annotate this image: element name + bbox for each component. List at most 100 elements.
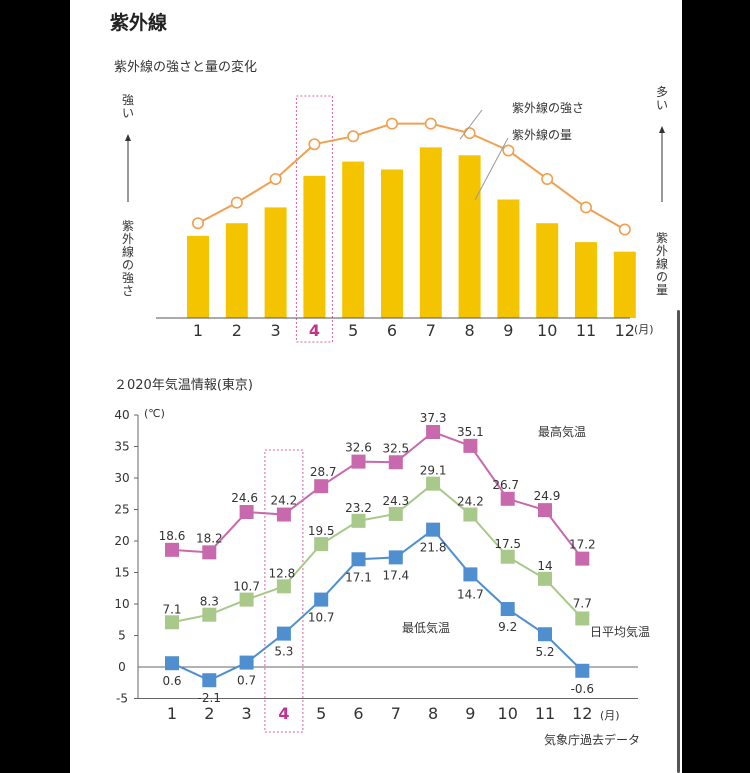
temp-y-tick: 10 — [114, 597, 129, 611]
temp-data-label: 10.7 — [308, 611, 335, 625]
temp-x-tick: 9 — [465, 704, 475, 723]
legend-uv-intensity: 紫外線の強さ — [512, 100, 584, 115]
uv-bar — [264, 207, 287, 318]
temp-data-label: 24.3 — [382, 494, 409, 508]
temp-point — [500, 491, 515, 506]
uv-intensity-point — [463, 127, 476, 140]
uv-intensity-point — [502, 144, 515, 157]
uv-x-tick: 6 — [387, 321, 397, 340]
temp-point — [426, 425, 441, 440]
temp-data-label: 17.1 — [345, 570, 372, 584]
temp-y-tick: 0 — [118, 660, 126, 674]
uv-x-tick: 2 — [232, 321, 242, 340]
temp-point — [538, 503, 552, 518]
uv-chart: 紫外線の強さと量の変化 1 2 3 4 5 6 7 8 9 10 11 12 (月) 紫外線の強さ 紫外線の… — [110, 52, 678, 350]
temp-data-label: 35.1 — [457, 425, 484, 439]
temp-point — [351, 454, 366, 469]
temp-y-tick: -5 — [116, 692, 128, 706]
temp-point — [314, 479, 329, 494]
temp-point — [165, 542, 179, 557]
temp-point — [388, 550, 403, 565]
uv-intensity-point — [192, 217, 205, 230]
uv-bar — [303, 175, 326, 318]
temp-point — [463, 507, 478, 522]
temp-data-label: 5.2 — [535, 645, 554, 659]
uv-x-tick: 3 — [271, 321, 281, 340]
temp-series-legend: 日平均気温 — [590, 624, 650, 639]
uv-intensity-point — [541, 172, 554, 185]
temp-x-tick: 1 — [167, 704, 177, 723]
uv-bar — [458, 155, 481, 318]
temp-data-label: 14.7 — [457, 587, 484, 601]
temp-point — [165, 615, 179, 630]
temp-data-label: -2.1 — [198, 691, 221, 705]
uv-intensity-line — [197, 122, 626, 231]
temp-point — [500, 602, 515, 617]
uv-x-tick: 11 — [576, 321, 596, 340]
uv-bar — [419, 147, 442, 318]
temp-data-label: 19.5 — [308, 524, 335, 538]
temp-data-label: 17.5 — [494, 537, 521, 551]
temp-data-label: 18.6 — [159, 529, 186, 543]
temp-data-label: 8.3 — [200, 595, 219, 609]
temp-y-tick: 5 — [118, 629, 126, 643]
uv-x-tick: 8 — [465, 321, 475, 340]
temp-point — [351, 513, 366, 528]
page-title: 紫外線 — [110, 12, 168, 34]
right-axis-bottom-label: 紫外線の量 — [656, 231, 668, 297]
temp-x-tick: 6 — [353, 704, 363, 723]
uv-intensity-point — [347, 130, 360, 143]
temp-data-label: 0.6 — [162, 674, 181, 688]
temp-source: 気象庁過去データ — [544, 732, 640, 747]
uv-chart-title: 紫外線の強さと量の変化 — [114, 60, 258, 75]
temp-point — [276, 626, 291, 641]
uv-intensity-point — [579, 201, 592, 214]
uv-x-tick: 9 — [503, 321, 513, 340]
temp-data-label: 12.8 — [269, 566, 296, 580]
uv-x-tick: 7 — [426, 321, 436, 340]
temp-data-label: 10.7 — [233, 580, 260, 594]
temp-chart: ２020年気温情報(東京) -5 0 5 10 15 20 25 30 35 40 (℃) 1 2 3 4 5… — [110, 370, 678, 755]
temp-point — [276, 507, 291, 522]
uv-x-tick: 12 — [615, 321, 635, 340]
uv-bar — [225, 223, 248, 318]
temp-point — [538, 571, 552, 586]
temp-y-tick: 25 — [114, 503, 129, 517]
left-axis-bottom-label: 紫外線の強さ — [122, 219, 134, 298]
uv-chart-svg: 1 2 3 4 5 6 7 8 9 10 11 12 (月)紫外線の強さ紫外線の量強い紫外線の強さ多い紫… — [122, 85, 668, 343]
temp-data-label: 32.6 — [345, 441, 372, 455]
left-axis-top-label: 強い — [122, 93, 134, 120]
temp-x-tick: 10 — [498, 704, 518, 723]
temp-data-label: -0.6 — [571, 682, 594, 696]
temp-point — [426, 522, 441, 537]
temp-point — [500, 549, 515, 564]
uv-bar — [497, 199, 520, 318]
scrollbar[interactable] — [677, 310, 680, 773]
uv-intensity-point — [269, 172, 282, 185]
uv-intensity-point — [424, 117, 437, 130]
temp-point — [314, 537, 329, 552]
temp-point — [463, 438, 478, 453]
temp-x-tick: 12 — [572, 704, 592, 723]
temp-point — [463, 567, 478, 582]
temp-point — [202, 607, 217, 622]
temp-y-tick: 35 — [114, 440, 129, 454]
right-axis-top-label: 多い — [656, 85, 668, 112]
temp-series-legend: 最低気温 — [402, 620, 450, 635]
temp-data-label: 24.9 — [534, 489, 561, 503]
uv-x-tick: 1 — [193, 321, 203, 340]
temp-x-tick: 3 — [242, 704, 252, 723]
uv-bar — [381, 169, 403, 318]
temp-point — [575, 611, 590, 626]
temp-point — [388, 506, 403, 521]
right-axis-arrowhead — [659, 126, 665, 133]
temp-point — [388, 455, 403, 470]
uv-x-tick: 5 — [348, 321, 358, 340]
temp-y-tick: 15 — [114, 566, 129, 580]
temp-point — [202, 673, 217, 688]
temp-data-label: 24.2 — [271, 494, 298, 508]
temp-data-label: 5.3 — [274, 645, 293, 659]
temp-point — [351, 552, 366, 567]
temp-data-label: 0.7 — [237, 674, 256, 688]
temp-point — [314, 592, 329, 607]
